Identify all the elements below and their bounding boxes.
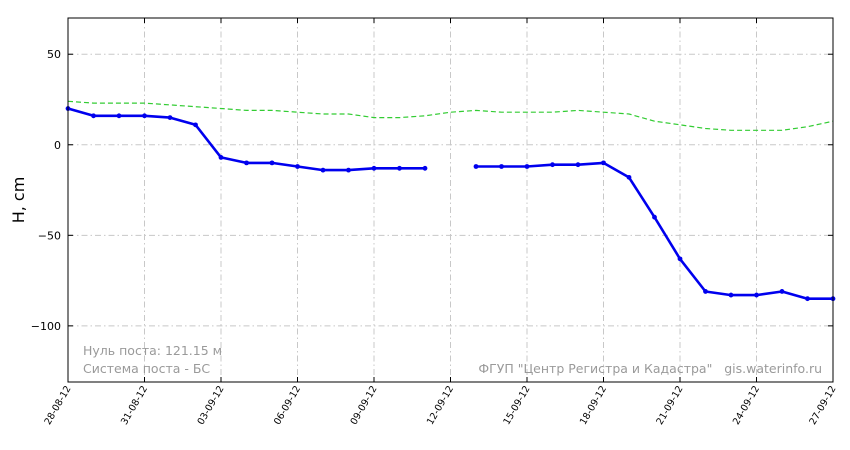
x-tick-label: 24-09-12	[731, 384, 762, 427]
y-tick-label: 50	[47, 48, 61, 61]
level-data-point	[193, 122, 198, 128]
level-data-point	[422, 165, 428, 171]
level-data-point	[269, 160, 275, 166]
level-data-point	[677, 256, 683, 262]
y-tick-label: 0	[54, 139, 61, 152]
level-data-point	[779, 289, 785, 294]
level-data-point	[218, 155, 224, 160]
level-data-point	[473, 164, 479, 169]
level-data-point	[167, 115, 173, 121]
x-tick-label: 28-08-12	[43, 384, 74, 427]
level-data-point	[601, 160, 606, 166]
level-data-point	[371, 165, 377, 171]
level-data-point	[295, 164, 300, 169]
level-data-point	[91, 113, 96, 119]
level-data-point	[397, 165, 402, 171]
level-data-point	[575, 162, 581, 168]
grid	[68, 18, 833, 382]
level-data-point	[728, 292, 734, 298]
level-data-point	[626, 174, 632, 180]
level-data-point	[244, 160, 249, 166]
level-data-point	[116, 113, 122, 119]
x-tick-label: 21-09-12	[655, 384, 686, 427]
norm-series-line	[67, 100, 834, 131]
level-data-point	[550, 162, 555, 168]
x-tick-label: 03-09-12	[196, 384, 227, 427]
plot-background	[68, 18, 833, 382]
y-axis-label: H, cm	[9, 177, 28, 224]
level-data-point	[703, 289, 708, 294]
level-data-point	[754, 292, 759, 298]
zero-line-note: Нуль поста: 121.15 м	[83, 343, 222, 358]
system-note: Система поста - БС	[83, 361, 210, 376]
x-tick-label: 15-09-12	[502, 384, 533, 427]
level-data-point	[524, 164, 530, 169]
level-data-point	[499, 164, 504, 169]
y-tick-label: −100	[31, 320, 61, 333]
level-data-point	[320, 167, 326, 173]
series-layer	[65, 100, 836, 302]
x-tick-label: 12-09-12	[425, 384, 456, 427]
x-tick-label: 27-09-12	[808, 384, 839, 427]
x-tick-label: 31-08-12	[119, 384, 150, 427]
y-tick-label: −50	[38, 229, 61, 242]
level-data-point	[142, 113, 147, 119]
level-data-point	[346, 167, 351, 173]
x-tick-label: 06-09-12	[272, 384, 303, 427]
credit-note: ФГУП "Центр Регистра и Кадастра" gis.wat…	[478, 361, 822, 376]
level-data-point	[652, 214, 657, 220]
x-tick-label: 18-09-12	[578, 384, 609, 427]
x-tick-label: 09-09-12	[349, 384, 380, 427]
level-data-point	[805, 296, 810, 302]
